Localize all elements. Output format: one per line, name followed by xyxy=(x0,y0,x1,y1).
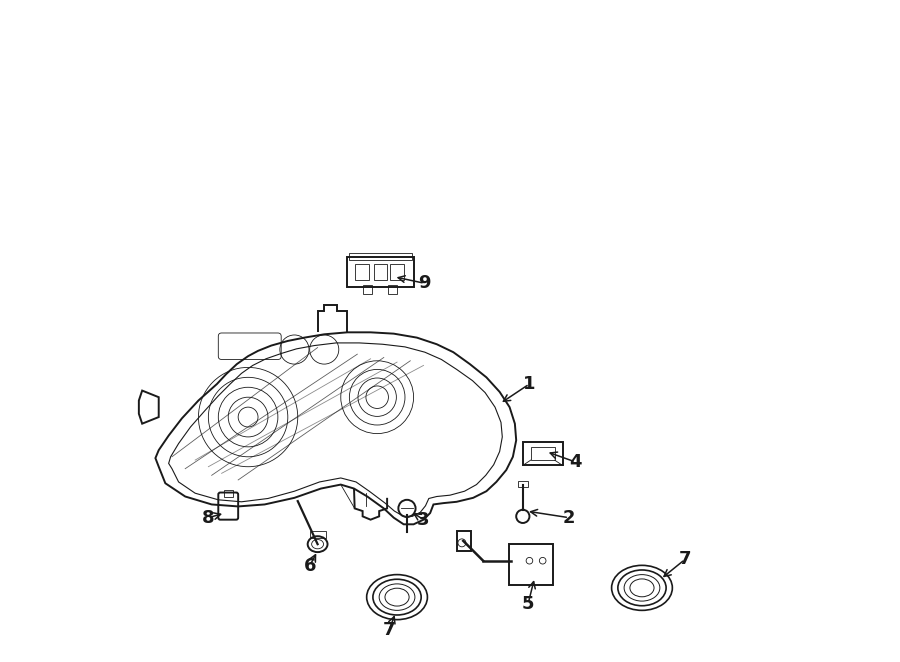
Bar xyxy=(531,447,554,460)
Bar xyxy=(223,490,233,496)
Bar xyxy=(456,531,472,551)
Text: 4: 4 xyxy=(570,453,582,471)
Text: 3: 3 xyxy=(418,510,430,529)
Bar xyxy=(391,264,404,280)
Text: 7: 7 xyxy=(382,621,395,639)
Bar xyxy=(388,285,397,294)
Bar xyxy=(374,264,387,280)
Text: 8: 8 xyxy=(202,508,215,527)
Bar xyxy=(518,481,528,487)
Bar xyxy=(356,264,369,280)
Text: 1: 1 xyxy=(523,375,536,393)
Text: 2: 2 xyxy=(562,508,575,527)
Text: 6: 6 xyxy=(303,557,316,575)
Bar xyxy=(348,253,412,260)
Text: 9: 9 xyxy=(418,274,431,293)
Bar xyxy=(310,531,326,538)
Text: 5: 5 xyxy=(522,594,535,613)
Text: 7: 7 xyxy=(679,550,691,569)
Bar xyxy=(363,285,372,294)
